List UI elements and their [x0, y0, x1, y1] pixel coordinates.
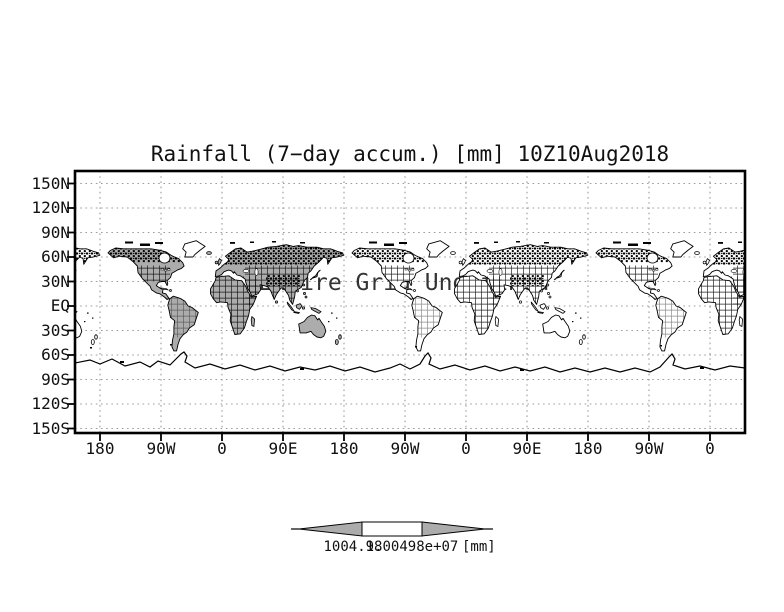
x-tick-label: 90W	[146, 439, 176, 458]
plot-title: Rainfall (7−day accum.) [mm] 10Z10Aug201…	[150, 142, 670, 166]
y-tick-label: 150S	[31, 418, 70, 438]
map-layer	[76, 241, 744, 373]
y-tick-label: 120N	[31, 198, 70, 217]
plot-border	[73, 169, 747, 435]
x-tick-label: 180	[573, 439, 603, 458]
colorbar-min-label: 1004.98	[323, 539, 383, 555]
x-tick-label: 90E	[268, 439, 298, 458]
y-tick-label: 60S	[41, 345, 70, 364]
y-tick-label: 30N	[41, 271, 70, 291]
y-tick-label: 90S	[41, 369, 70, 389]
x-tick-label: 0	[461, 439, 471, 458]
colorbar	[291, 521, 493, 537]
x-tick-label: 90W	[390, 439, 420, 458]
antarctic-islands	[90, 344, 704, 371]
colorbar-right-arrow	[421, 521, 486, 537]
x-tick-label: 0	[705, 439, 715, 458]
x-tick-label: 180	[329, 439, 359, 458]
x-tick-label: 0	[217, 439, 227, 458]
y-tick-label: EQ	[50, 296, 70, 315]
y-tick-label: 120S	[31, 394, 70, 413]
colorbar-left-arrow	[298, 521, 363, 537]
colorbar-unit-label: [mm]	[462, 539, 496, 555]
y-tick-label: 150N	[31, 173, 70, 193]
x-tick-label: 90W	[634, 439, 664, 458]
x-tick-label: 180	[85, 439, 115, 458]
y-tick-label: 30S	[41, 320, 70, 340]
antarctica-coast	[76, 351, 744, 373]
y-tick-label: 90N	[41, 222, 70, 242]
colorbar-max-label: 1.00498e+07	[365, 539, 459, 555]
x-tick-label: 90E	[512, 439, 542, 458]
axis-ticks	[67, 182, 711, 441]
colorbar-mid-segment	[361, 521, 423, 537]
y-tick-label: 60N	[41, 247, 70, 266]
